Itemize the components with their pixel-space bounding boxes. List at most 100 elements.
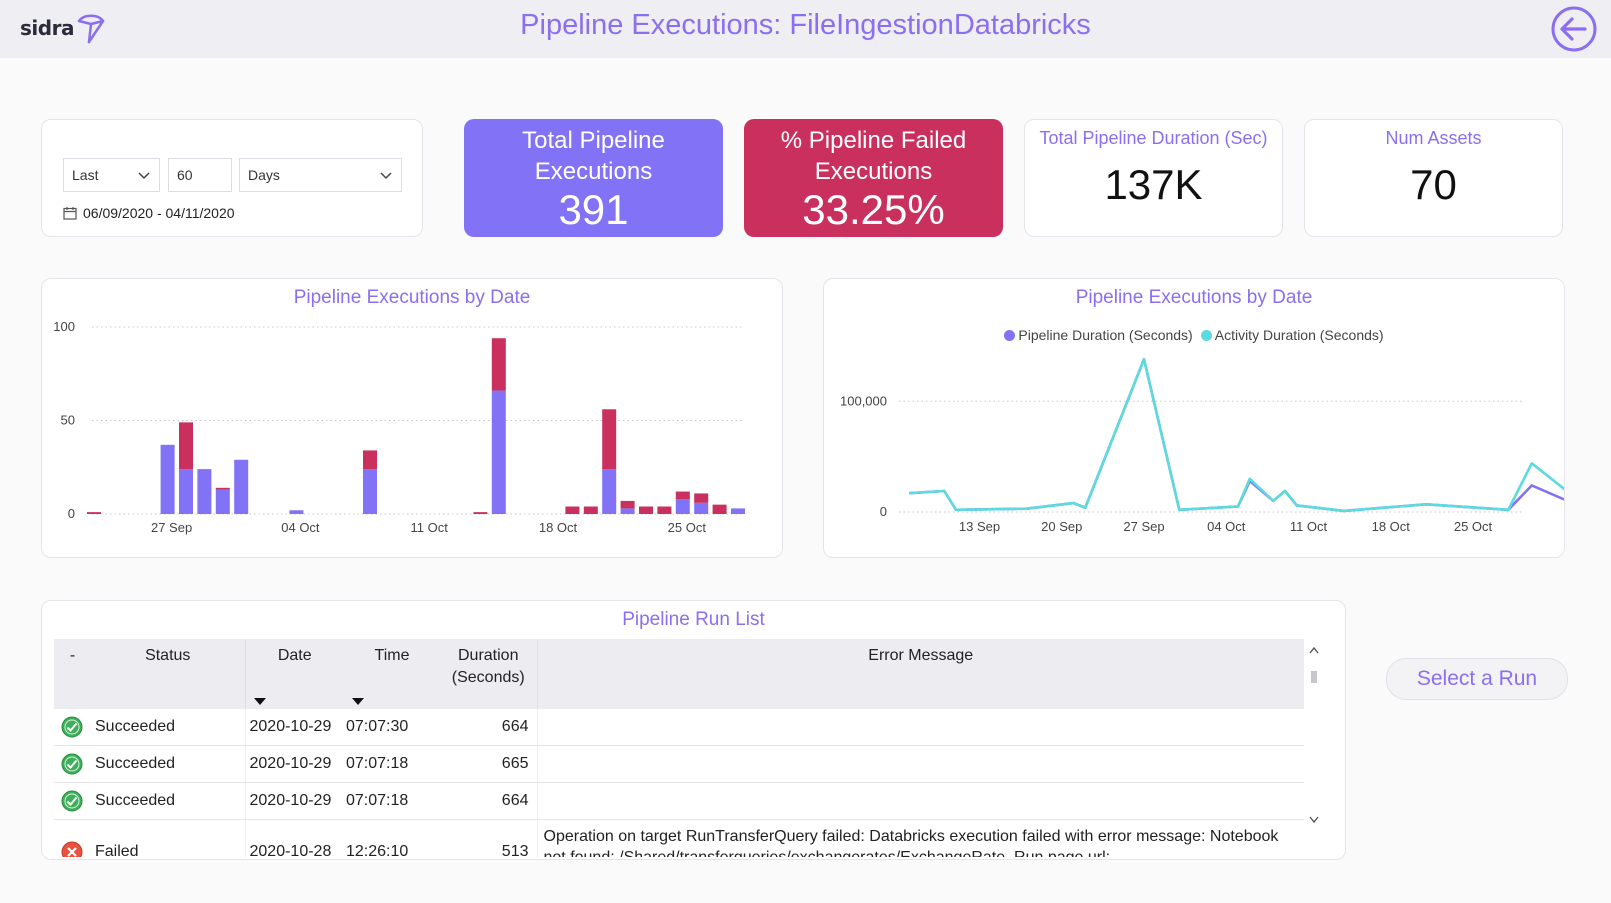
bar-succeeded[interactable]	[160, 444, 175, 514]
bar-failed[interactable]	[473, 512, 488, 514]
table-row[interactable]: Failed 2020-10-28 12:26:10 513 Operation on …	[54, 819, 1304, 857]
series-line-activity-duration[interactable]	[908, 357, 1564, 513]
table-row[interactable]: Succeeded 2020-10-29 07:07:18 665	[54, 745, 1304, 783]
duration-cell: 513	[440, 819, 538, 857]
status-cell: Succeeded	[55, 753, 244, 775]
bar-failed[interactable]	[620, 500, 635, 509]
relative-mode-select[interactable]: Last	[63, 158, 160, 192]
bar-chart-title: Pipeline Executions by Date	[293, 287, 531, 308]
bar-succeeded[interactable]	[234, 459, 249, 514]
bar-failed[interactable]	[179, 422, 193, 470]
sidra-logo-icon	[77, 14, 105, 44]
bar-failed[interactable]	[565, 506, 580, 514]
column-header-date[interactable]: Date	[245, 639, 344, 709]
check-circle-icon	[61, 790, 83, 812]
bar-x-tick-label: 27 Sep	[151, 520, 192, 535]
bar-failed[interactable]	[363, 450, 377, 470]
status-text: Succeeded	[95, 718, 176, 735]
line-x-tick-label: 18 Oct	[1372, 519, 1411, 534]
duration-cell: 664	[440, 709, 538, 746]
column-header-expand[interactable]: -	[54, 639, 91, 709]
column-header-duration[interactable]: Duration (Seconds)	[440, 639, 538, 709]
line-y-tick-label: 0	[880, 504, 887, 519]
top-bar: sidra Pipeline Executions: FileIngestion…	[0, 0, 1611, 58]
series-line-pipeline-duration[interactable]	[908, 357, 1564, 513]
line-x-tick-label: 11 Oct	[1290, 519, 1328, 534]
legend-item-activity-duration[interactable]: Activity Duration (Seconds)	[1200, 327, 1384, 343]
status-cell: Failed	[55, 841, 244, 857]
bar-failed[interactable]	[657, 506, 672, 514]
legend-dot	[1200, 330, 1212, 341]
bar-failed[interactable]	[215, 487, 230, 490]
bar-failed[interactable]	[602, 409, 617, 470]
column-header-status[interactable]: Status	[91, 639, 246, 709]
column-header-time[interactable]: Time	[344, 639, 440, 709]
bar-succeeded[interactable]	[197, 469, 212, 514]
sort-desc-icon[interactable]	[352, 698, 364, 705]
table-scrollbar[interactable]	[1307, 641, 1321, 829]
unit-value: Days	[248, 167, 280, 183]
amount-value: 60	[177, 167, 193, 183]
table-row[interactable]: Succeeded 2020-10-29 07:07:18 664	[54, 782, 1304, 820]
date-cell: 2020-10-29	[245, 709, 344, 746]
chevron-down-icon	[380, 172, 392, 180]
kpi-total-executions: Total Pipeline Executions 391	[464, 119, 723, 237]
bar-succeeded[interactable]	[602, 469, 617, 514]
column-header-error-message[interactable]: Error Message	[537, 639, 1304, 709]
bar-succeeded[interactable]	[694, 502, 709, 514]
duration-cell: 664	[440, 782, 538, 820]
line-x-tick-label: 20 Sep	[1041, 519, 1082, 534]
unit-select[interactable]: Days	[239, 158, 402, 192]
bar-failed[interactable]	[583, 506, 598, 514]
bar-x-tick-label: 25 Oct	[668, 520, 707, 535]
bar-x-tick-label: 11 Oct	[411, 520, 449, 535]
arrow-left-icon	[1551, 6, 1597, 52]
legend-item-pipeline-duration[interactable]: Pipeline Duration (Seconds)	[1004, 327, 1193, 343]
bar-x-tick-label: 04 Oct	[281, 520, 320, 535]
amount-input[interactable]: 60	[168, 158, 232, 192]
sort-desc-icon[interactable]	[253, 698, 266, 705]
bar-succeeded[interactable]	[620, 508, 635, 514]
check-circle-icon	[61, 716, 83, 738]
check-circle-icon	[61, 753, 83, 775]
sidra-logo: sidra	[20, 11, 106, 45]
bar-succeeded[interactable]	[215, 489, 230, 514]
run-list-card: Pipeline Run List - Status Date Time Dur…	[41, 600, 1346, 860]
bar-succeeded[interactable]	[289, 510, 304, 514]
line-x-tick-label: 04 Oct	[1207, 519, 1246, 534]
select-run-button[interactable]: Select a Run	[1386, 658, 1568, 700]
bar-failed[interactable]	[87, 512, 101, 514]
date-filter-card: Last 60 Days 06/09/2020 - 04/11/2020	[41, 119, 423, 237]
status-text: Succeeded	[95, 792, 176, 809]
bar-failed[interactable]	[712, 504, 727, 514]
bar-succeeded[interactable]	[491, 390, 506, 514]
bar-failed[interactable]	[639, 506, 653, 514]
back-button[interactable]	[1551, 6, 1597, 52]
error-message-cell	[537, 745, 1304, 783]
duration-line-chart-card: Pipeline Executions by Date Pipeline Dur…	[823, 278, 1565, 558]
status-text: Succeeded	[95, 755, 176, 772]
legend-label: Activity Duration (Seconds)	[1214, 327, 1384, 343]
bar-y-tick-label: 100	[53, 319, 75, 334]
bar-failed[interactable]	[491, 338, 506, 391]
bar-succeeded[interactable]	[363, 469, 377, 514]
table-row[interactable]: Succeeded 2020-10-29 07:07:30 664	[54, 709, 1304, 746]
bar-x-tick-label: 18 Oct	[539, 520, 578, 535]
date-cell: 2020-10-28	[245, 819, 344, 857]
date-range: 06/09/2020 - 04/11/2020	[63, 205, 235, 221]
bar-failed[interactable]	[694, 493, 709, 503]
kpi-label: Num Assets	[1385, 128, 1482, 148]
bar-succeeded[interactable]	[675, 499, 690, 514]
column-header-label: Time	[374, 647, 410, 664]
run-list-table-wrap: - Status Date Time Duration (Seconds) Er…	[54, 639, 1304, 857]
bar-failed[interactable]	[675, 491, 690, 500]
kpi-num-assets: Num Assets 70	[1304, 119, 1563, 237]
run-list-title: Pipeline Run List	[622, 609, 765, 630]
bar-succeeded[interactable]	[179, 469, 193, 514]
bar-succeeded[interactable]	[731, 508, 745, 514]
bar-chart: 0 50 100 27 Sep 04 Oct 11 Oct 18 Oct 25 Oct	[53, 319, 745, 535]
error-message-cell	[537, 782, 1304, 820]
time-cell: 07:07:18	[344, 745, 440, 783]
legend-label: Pipeline Duration (Seconds)	[1018, 327, 1193, 343]
logo-text: sidra	[20, 16, 74, 40]
